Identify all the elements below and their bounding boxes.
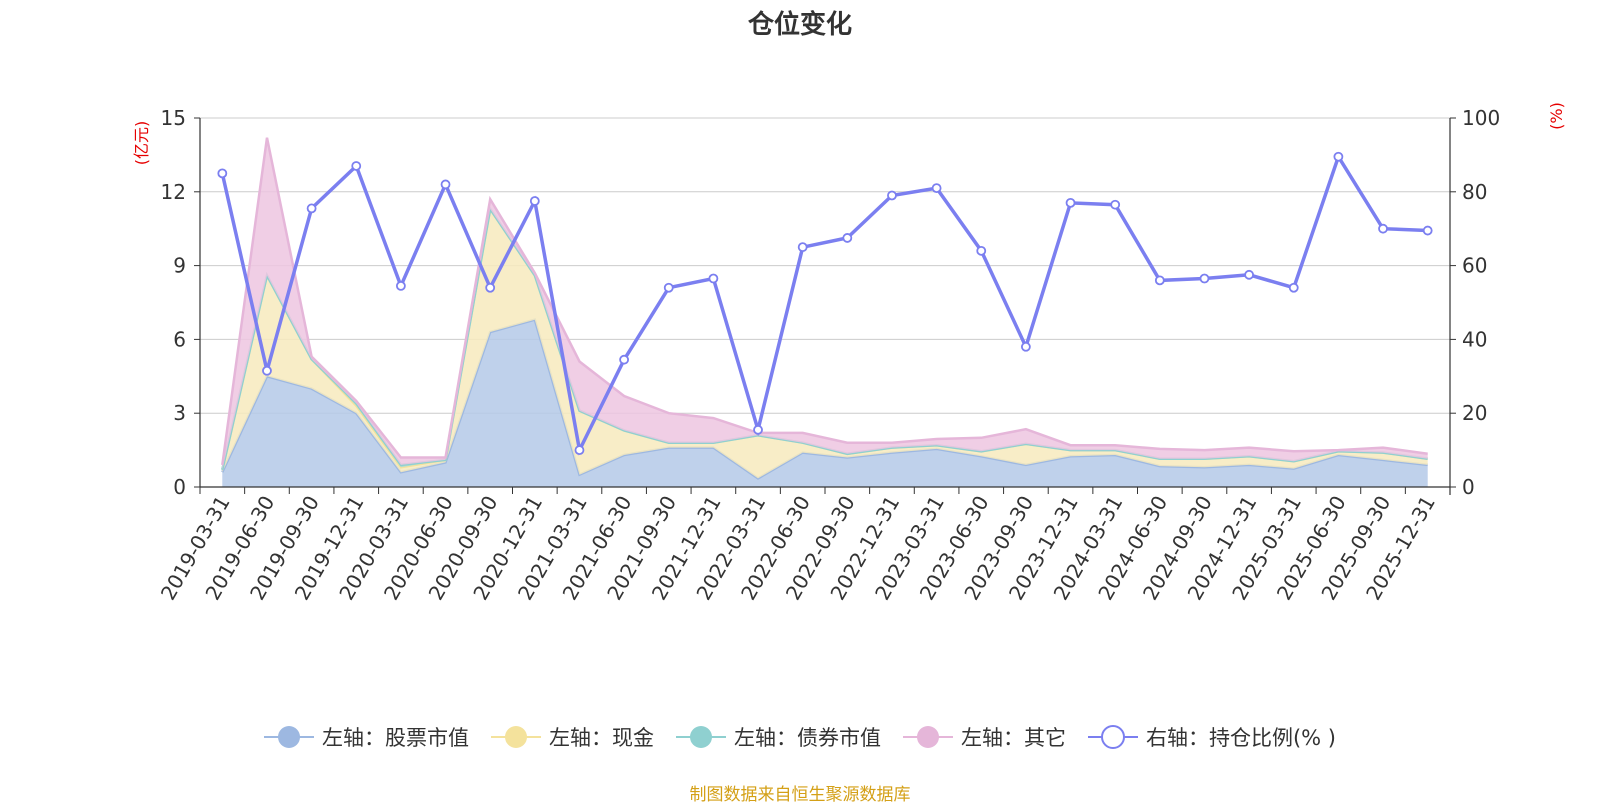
ratio-point: [1422, 225, 1433, 236]
legend-swatch-icon: [490, 726, 541, 748]
ratio-line: [220, 152, 1428, 456]
legend-item[interactable]: 右轴：持仓比例(% ): [1087, 722, 1336, 752]
legend-label: 右轴：持仓比例(% ): [1145, 726, 1336, 750]
ratio-point: [351, 161, 362, 171]
ratio-point: [440, 179, 451, 190]
left-axis-tick-label: 0: [173, 475, 186, 499]
right-axis-tick-label: 0: [1462, 475, 1475, 499]
chart-legend: 左轴：股票市值 左轴：现金 左轴：债券市值 左轴：其它 右轴：持仓比例(% ): [0, 722, 1600, 752]
right-axis-tick-label: 60: [1462, 254, 1487, 278]
left-axis-tick-label: 3: [173, 401, 186, 425]
chart-title: 仓位变化: [747, 10, 852, 40]
position-ratio-line: [217, 151, 1433, 456]
legend-swatch-icon: [1087, 725, 1138, 749]
area-fill: [222, 209, 1428, 479]
legend-swatch-icon: [675, 726, 726, 748]
legend-item[interactable]: 左轴：股票市值: [263, 722, 469, 752]
left-axis-tick-label: 12: [161, 180, 186, 204]
ratio-point: [395, 280, 406, 291]
ratio-point: [887, 190, 897, 201]
ratio-point: [262, 365, 272, 376]
ratio-point: [797, 242, 808, 253]
ratio-point: [663, 282, 674, 293]
source-note: 制图数据来自恒生聚源数据库: [689, 785, 911, 805]
legend-label: 左轴：债券市值: [733, 726, 881, 750]
ratio-point: [1110, 199, 1121, 210]
right-axis-unit-label: (%): [1547, 102, 1566, 130]
ratio-point: [1065, 197, 1076, 208]
legend-swatch-icon: [902, 726, 953, 748]
ratio-point: [1244, 269, 1255, 280]
ratio-point: [619, 354, 630, 365]
ratio-point: [1199, 273, 1210, 284]
ratio-point: [753, 424, 763, 435]
legend-label: 左轴：其它: [960, 726, 1066, 750]
ratio-point: [931, 183, 942, 194]
left-axis-tick-label: 6: [173, 327, 186, 351]
ratio-point: [708, 273, 719, 284]
ratio-point: [1288, 282, 1299, 293]
area-fill: [222, 319, 1428, 487]
ratio-point: [1020, 341, 1031, 352]
legend-item[interactable]: 左轴：其它: [902, 722, 1066, 752]
area-top-line: [221, 137, 1428, 466]
area-fill: [222, 137, 1428, 470]
stacked-areas: [221, 137, 1428, 487]
right-axis-tick-label: 80: [1462, 180, 1487, 204]
ratio-point: [574, 445, 585, 456]
left-axis-tick-label: 9: [173, 254, 186, 278]
legend-label: 左轴：现金: [548, 726, 654, 750]
legend-swatch-icon: [263, 726, 314, 748]
right-axis-tick-label: 20: [1462, 401, 1487, 425]
legend-label: 左轴：股票市值: [321, 726, 469, 750]
ratio-point: [529, 196, 540, 206]
grid-lines: [200, 117, 1450, 414]
ratio-point: [1154, 275, 1165, 286]
ratio-point: [306, 203, 317, 214]
ratio-point: [485, 282, 496, 293]
ratio-point: [1333, 151, 1344, 162]
axes: 036912150204060801002019-03-312019-06-30…: [156, 106, 1500, 604]
right-axis-tick-label: 40: [1462, 327, 1487, 351]
left-axis-unit-label: (亿元): [132, 121, 151, 166]
right-axis-tick-label: 100: [1462, 106, 1500, 130]
ratio-point: [217, 168, 228, 179]
left-axis-tick-label: 15: [161, 106, 186, 130]
legend-item[interactable]: 左轴：债券市值: [675, 722, 881, 752]
ratio-point: [1378, 223, 1388, 234]
legend-item[interactable]: 左轴：现金: [490, 722, 654, 752]
ratio-point: [976, 245, 987, 256]
ratio-point: [842, 233, 853, 243]
